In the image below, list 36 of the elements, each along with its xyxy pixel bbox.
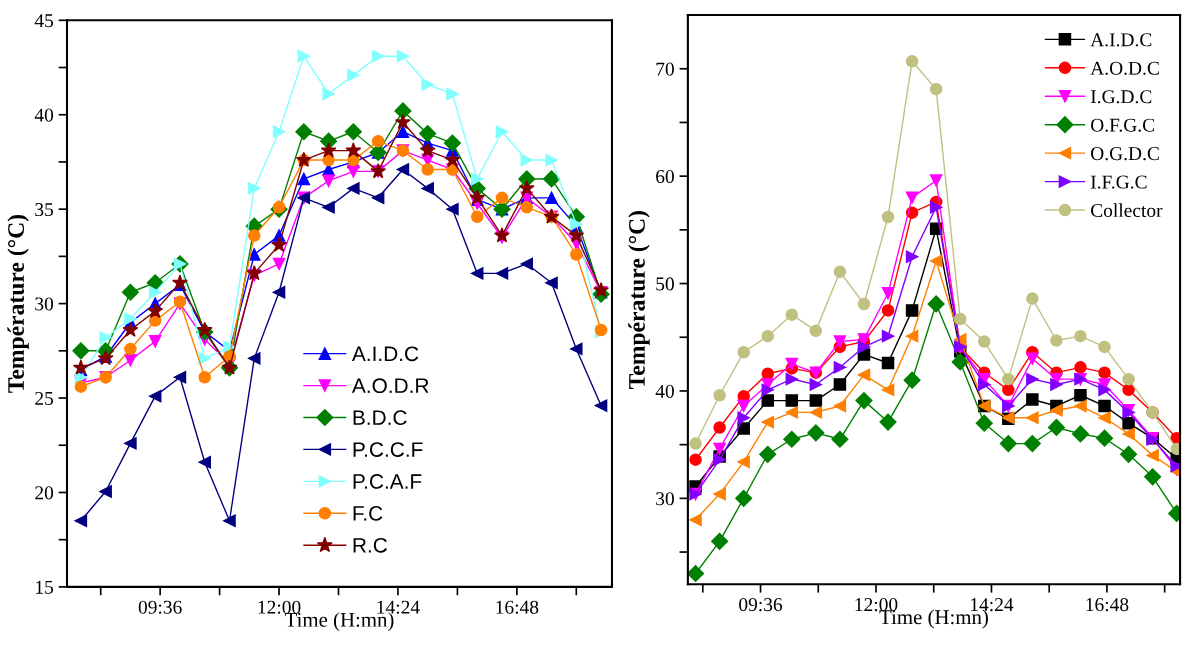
legend-label: B.D.C bbox=[353, 410, 407, 425]
x-tick-label: 14:24 bbox=[377, 600, 420, 614]
legend-label: P.C.C.F bbox=[353, 442, 423, 457]
x-tick-label: 16:48 bbox=[1086, 598, 1129, 612]
legend-label: A.O.D.R bbox=[351, 378, 429, 394]
legend-label: R.C bbox=[353, 537, 388, 553]
y-tick-label: 40 bbox=[655, 384, 674, 398]
legend-label: A.I.D.C bbox=[351, 346, 419, 362]
y-tick-label: 70 bbox=[656, 62, 674, 76]
legend-label: O.G.D.C bbox=[1091, 147, 1159, 161]
legend-label: A.O.D.C bbox=[1090, 61, 1159, 75]
x-tick-label: 09:36 bbox=[739, 598, 783, 612]
y-tick-label: 30 bbox=[656, 492, 674, 506]
y-axis-title: Température (°C) bbox=[628, 211, 650, 389]
legend-label: A.I.D.C bbox=[1090, 33, 1152, 47]
legend-label: P.C.A.F bbox=[353, 474, 422, 489]
y-tick-label: 45 bbox=[34, 14, 54, 28]
y-tick-label: 20 bbox=[35, 486, 54, 500]
y-tick-label: 35 bbox=[35, 203, 54, 217]
y-tick-label: 15 bbox=[36, 580, 54, 594]
y-axis-title: Température (°C) bbox=[7, 214, 29, 393]
x-tick-label: 09:36 bbox=[138, 600, 182, 614]
legend-label: F.C bbox=[353, 506, 383, 521]
y-tick-label: 25 bbox=[35, 391, 54, 405]
y-tick-label: 60 bbox=[656, 169, 674, 184]
legend-label: O.F.G.C bbox=[1091, 118, 1155, 132]
x-tick-label: 12:00 bbox=[855, 598, 898, 612]
x-tick-label: 16:48 bbox=[496, 600, 539, 614]
legend-label: Collector bbox=[1091, 203, 1163, 218]
legend-label: I.G.D.C bbox=[1090, 90, 1152, 104]
legend-label: I.F.G.C bbox=[1090, 175, 1147, 189]
y-tick-label: 30 bbox=[35, 297, 54, 311]
y-tick-label: 40 bbox=[34, 108, 54, 122]
x-tick-label: 12:00 bbox=[258, 600, 301, 614]
y-tick-label: 50 bbox=[656, 277, 674, 291]
x-axis-title: Time (H:mn) bbox=[284, 612, 394, 632]
